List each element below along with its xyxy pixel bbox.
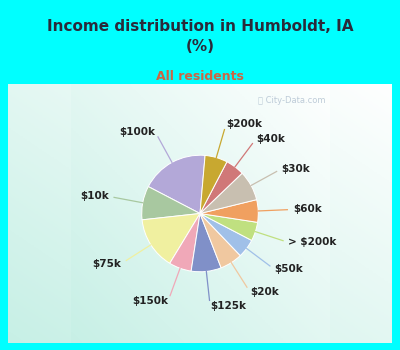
Wedge shape	[170, 214, 200, 271]
Text: $60k: $60k	[293, 204, 322, 215]
Text: $150k: $150k	[132, 296, 168, 306]
Text: $100k: $100k	[119, 127, 155, 137]
Wedge shape	[142, 214, 200, 263]
Wedge shape	[200, 155, 227, 214]
Text: Income distribution in Humboldt, IA
(%): Income distribution in Humboldt, IA (%)	[47, 19, 353, 54]
Text: $10k: $10k	[80, 191, 108, 201]
Text: $200k: $200k	[226, 119, 262, 129]
Wedge shape	[142, 187, 200, 220]
Text: $50k: $50k	[274, 264, 303, 274]
Text: $40k: $40k	[256, 134, 285, 144]
Wedge shape	[200, 214, 252, 256]
Wedge shape	[200, 214, 258, 240]
Wedge shape	[148, 155, 205, 214]
Text: All residents: All residents	[156, 70, 244, 84]
Text: ⓘ City-Data.com: ⓘ City-Data.com	[258, 96, 326, 105]
Wedge shape	[200, 199, 258, 222]
Text: $125k: $125k	[210, 301, 246, 311]
Text: $30k: $30k	[282, 164, 310, 174]
Text: $75k: $75k	[93, 259, 122, 268]
Wedge shape	[200, 173, 257, 214]
Wedge shape	[200, 162, 242, 214]
Text: > $200k: > $200k	[288, 237, 337, 247]
Text: $20k: $20k	[250, 287, 279, 297]
Wedge shape	[191, 214, 221, 272]
Wedge shape	[200, 214, 240, 268]
